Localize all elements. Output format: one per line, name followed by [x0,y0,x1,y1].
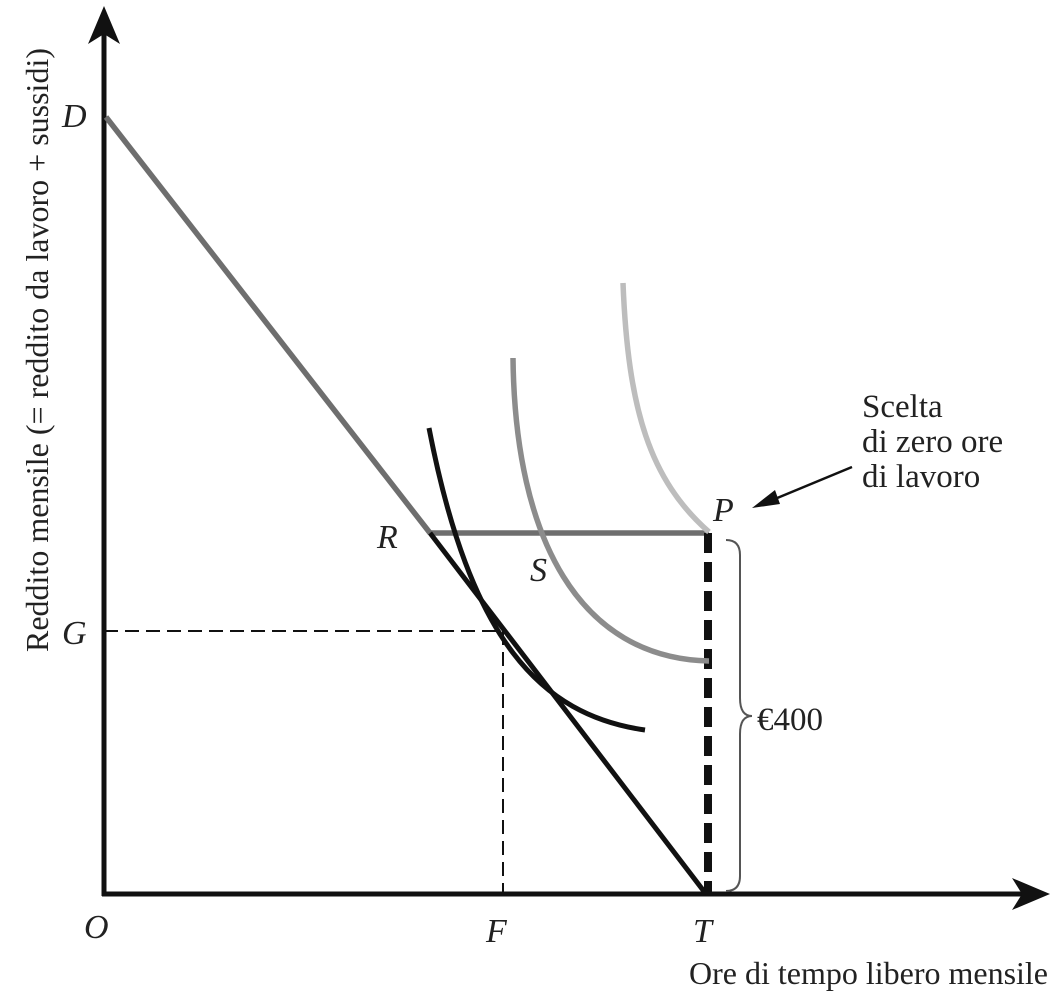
subsidy-brace [725,539,753,892]
annotation-line-2: di zero ore [862,424,1003,460]
tangency-guides [104,630,504,894]
annotation-line-1: Scelta [862,389,943,425]
label-T: T [693,913,714,950]
annotation-arrow-shaft [769,465,853,503]
annotation-text: Scelta di zero ore di lavoro [862,389,1003,495]
point-labels: D G R S P O F T [61,98,734,950]
x-axis-arrowhead [1012,878,1050,910]
label-P: P [712,492,734,529]
label-F: F [485,913,508,950]
indifference-curves [426,282,711,733]
x-axis-label: Ore di tempo libero mensile [689,955,1048,991]
label-S: S [530,552,547,589]
indifference-curve-low [426,427,646,733]
budget-line-DR [103,115,433,535]
axes [88,6,1050,910]
label-D: D [61,98,87,135]
label-G: G [62,615,87,652]
label-R: R [376,519,398,556]
arrowhead-icon [752,490,780,508]
y-axis-arrowhead [88,6,120,44]
annotation-arrow [752,465,853,508]
indifference-curve-mid [510,357,710,664]
indifference-curve-high [620,282,711,535]
brace-label: €400 [757,702,823,738]
annotation-line-3: di lavoro [862,459,980,495]
brace-icon [725,539,753,892]
budget-constraint [103,115,712,896]
origin-label: O [84,909,109,946]
y-axis-label: Reddito mensile (= reddito da lavoro + s… [19,48,55,652]
